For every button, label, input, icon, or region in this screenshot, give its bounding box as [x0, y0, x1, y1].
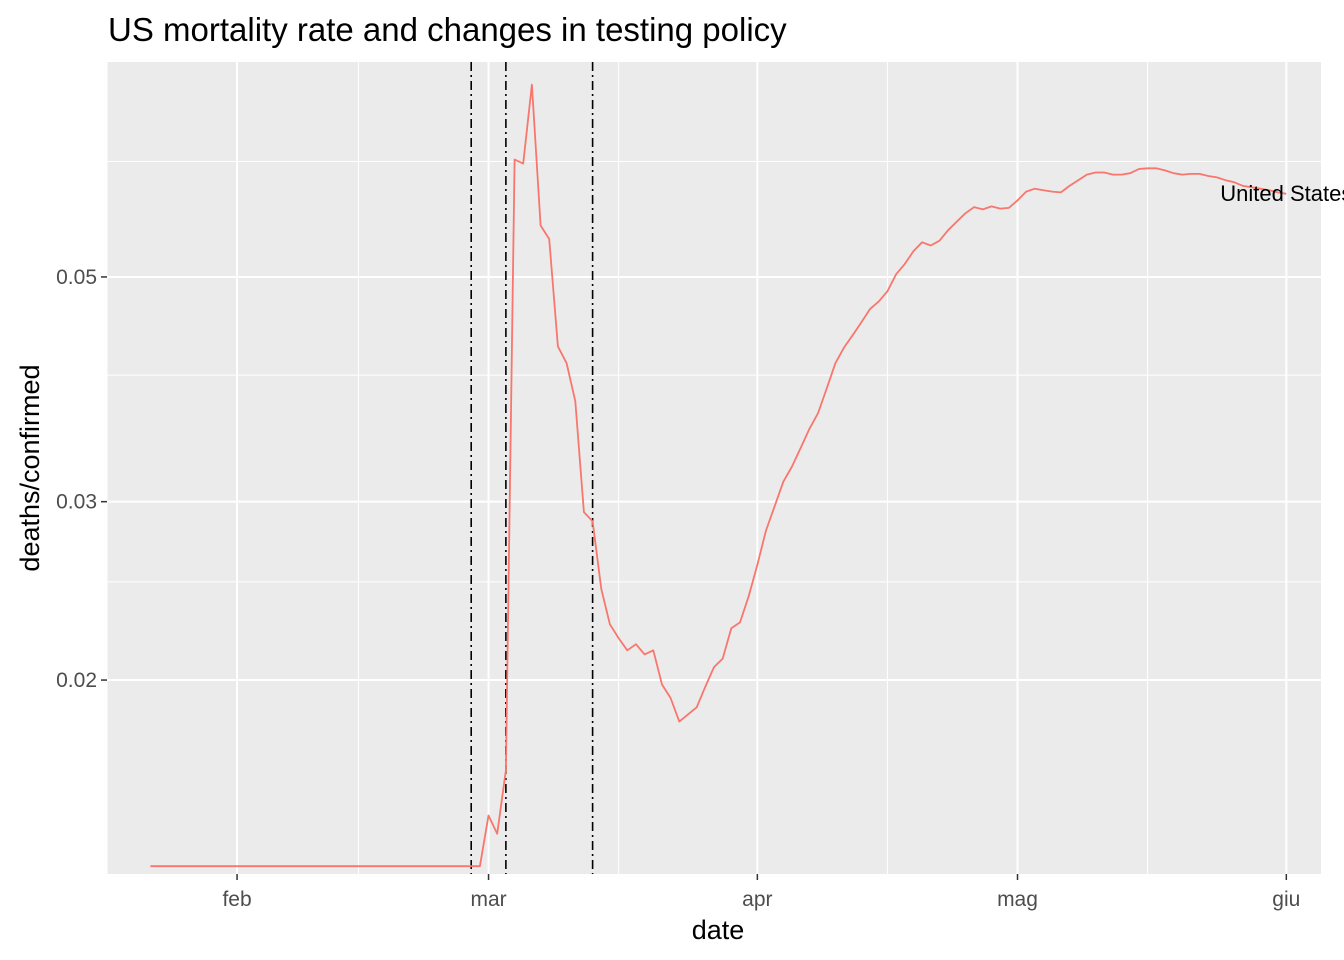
policy-change-lines — [470, 62, 594, 874]
plot-panel — [107, 62, 1321, 874]
x-tick-label: apr — [742, 888, 772, 911]
x-tick-label: giu — [1272, 888, 1300, 911]
chart-title: US mortality rate and changes in testing… — [108, 11, 787, 48]
y-axis-ticks: 0.02 0.03 0.05 — [56, 266, 107, 692]
minor-gridlines — [106, 62, 1321, 874]
series-layer — [150, 83, 1287, 868]
x-tick-label: mar — [470, 888, 506, 911]
x-tick-label: mag — [997, 888, 1038, 911]
series-label: United States — [1220, 181, 1344, 206]
major-gridlines — [107, 62, 1321, 874]
y-tick-label: 0.03 — [56, 491, 97, 514]
series-line — [150, 83, 1287, 868]
y-tick-label: 0.05 — [56, 266, 97, 289]
x-axis-title: date — [692, 915, 745, 945]
y-tick-label: 0.02 — [56, 669, 97, 692]
x-tick-label: feb — [222, 888, 251, 911]
series-labels: United States — [1220, 181, 1344, 206]
x-axis-ticks: feb mar apr mag giu — [222, 874, 1300, 911]
y-axis-title: deaths/confirmed — [15, 364, 45, 571]
